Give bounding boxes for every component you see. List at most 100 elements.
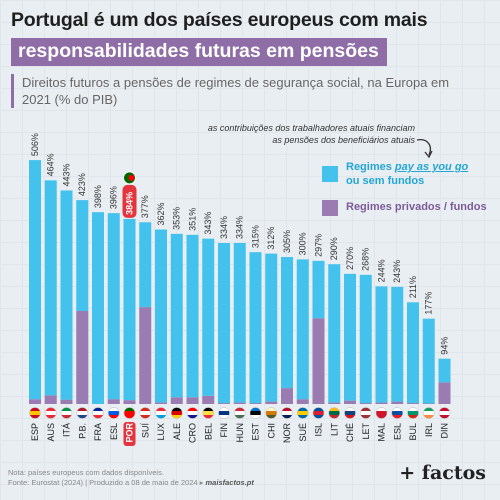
bar-payg-MAL — [375, 286, 388, 403]
bar-private-ESP — [29, 399, 41, 404]
bar-payg-SUÉ — [296, 259, 309, 400]
flag-icon-P.B. — [76, 407, 88, 419]
bar-private-LET — [359, 403, 372, 404]
flag-icon-ESL — [391, 407, 403, 419]
footer-source-text: Fonte: Eurostat (2024) | Produzido a 08 … — [8, 478, 206, 487]
bar-private-CRO — [186, 397, 199, 404]
bar-private-LUX — [155, 402, 167, 404]
bar-private-AUS — [44, 395, 57, 404]
value-label-SUÍ: 377% — [140, 195, 150, 218]
bar-payg-BEL — [202, 238, 215, 396]
category-label-CHÉ: CHÉ — [345, 423, 355, 442]
bar-payg-ESL — [391, 286, 404, 402]
category-label-NOR: NOR — [282, 423, 292, 444]
chart-subtitle: Direitos futuros a pensões de regimes de… — [11, 74, 472, 108]
value-label-NOR: 305% — [282, 230, 292, 253]
flag-icon-ISL — [312, 407, 325, 419]
category-label-LIT: LIT — [329, 423, 339, 437]
category-label-LET: LET — [361, 423, 371, 440]
flag-icon-CRO — [186, 407, 199, 419]
category-label-ALE: ALE — [172, 423, 182, 440]
flag-icon-DIN — [438, 407, 451, 419]
flag-icon-FRA — [92, 407, 104, 419]
bar-private-ESL — [391, 401, 404, 404]
flag-icon-BEL — [202, 407, 214, 419]
category-label-ESP: ESP — [30, 423, 40, 441]
category-label-CHI: CHI — [266, 423, 276, 439]
flag-icon-POR — [123, 407, 136, 419]
bar-payg-CRO — [186, 234, 199, 398]
bar-payg-AUS — [44, 180, 57, 396]
bar-private-HUN — [233, 402, 246, 404]
value-label-EST: 315% — [251, 225, 261, 248]
value-label-AUS: 464% — [46, 153, 56, 176]
flag-icon-SUÍ — [139, 407, 151, 419]
value-label-CHI: 312% — [266, 227, 276, 250]
bar-private-BEL — [202, 395, 215, 404]
highlight-label-bg — [122, 184, 137, 218]
value-label-CHÉ: 270% — [345, 247, 355, 270]
flag-icon-IRL — [423, 407, 435, 419]
bar-payg-ALE — [170, 233, 183, 398]
footer-site-link[interactable]: maisfactos.pt — [205, 478, 254, 487]
flag-icon-ITÁ — [60, 407, 73, 419]
bar-payg-ISL — [312, 260, 325, 319]
title-line-2: responsabilidades futuras em pensões — [11, 38, 387, 66]
category-label-BUL: BUL — [408, 423, 418, 441]
bar-payg-SUÍ — [139, 222, 152, 308]
flag-icon-BUL — [407, 407, 419, 419]
footer-note: Nota: países europeus com dados disponív… — [8, 468, 164, 477]
bar-payg-EST — [249, 252, 262, 404]
bar-private-CHÉ — [344, 400, 356, 404]
category-label-SUÍ: SUÍ — [140, 423, 150, 439]
bar-private-P.B. — [76, 310, 89, 404]
value-label-HUN: 334% — [235, 216, 245, 239]
flag-icon-LUX — [155, 407, 167, 419]
value-label-ESP: 506% — [30, 133, 40, 156]
portugal-flag-accent — [128, 174, 135, 181]
flag-icon-ESL — [108, 407, 120, 419]
title-line-1: Portugal é um dos países europeus com ma… — [11, 9, 428, 31]
bar-private-POR — [123, 400, 136, 404]
category-label-ISL: ISL — [314, 423, 324, 437]
bar-private-LIT — [328, 402, 341, 404]
category-label-SUÉ: SUÉ — [298, 423, 308, 442]
category-label-ITÁ: ITÁ — [62, 423, 72, 437]
flag-icon-AUS — [45, 407, 57, 419]
value-label-LET: 268% — [361, 248, 371, 271]
category-label-IRL: IRL — [424, 423, 434, 437]
bar-private-MAL — [375, 402, 388, 404]
category-label-POR: POR — [125, 423, 135, 443]
legend-item-private: Regimes privados / fundos — [322, 200, 487, 216]
category-label-EST: EST — [251, 423, 261, 441]
curved-arrow-icon — [416, 139, 433, 159]
value-label-ESL: 243% — [392, 260, 402, 283]
bar-payg-FIN — [218, 243, 230, 404]
flag-icon-ESP — [29, 407, 41, 419]
legend-payg-suffix: ou sem fundos — [346, 175, 425, 187]
flag-icon-MAL — [375, 407, 388, 419]
value-label-ALE: 353% — [172, 207, 182, 230]
legend-swatch-payg — [322, 166, 338, 182]
brand-logo: + factos — [399, 462, 486, 484]
value-label-LUX: 362% — [156, 202, 166, 225]
bar-payg-LUX — [155, 229, 167, 403]
bar-payg-CHÉ — [344, 273, 356, 401]
legend-label-payg: Regimes pay as you go ou sem fundos — [346, 160, 468, 188]
category-label-FRA: FRA — [93, 423, 103, 441]
bar-private-NOR — [281, 388, 293, 404]
bar-payg-IRL — [422, 318, 435, 404]
legend-payg-italic: pay as you go — [394, 161, 469, 173]
legend-label-private: Regimes privados / fundos — [346, 201, 487, 213]
bar-payg-BUL — [407, 302, 419, 404]
flag-icon-SUÉ — [297, 407, 309, 419]
bar-private-DIN — [438, 382, 451, 404]
bar-private-FIN — [218, 403, 230, 404]
bar-payg-POR — [123, 218, 136, 401]
category-label-LUX: LUX — [156, 423, 166, 441]
bar-payg-CHI — [265, 253, 278, 402]
flag-icon-CHÉ — [344, 407, 356, 419]
flag-icon-LET — [360, 407, 372, 419]
value-label-FRA: 398% — [93, 185, 103, 208]
